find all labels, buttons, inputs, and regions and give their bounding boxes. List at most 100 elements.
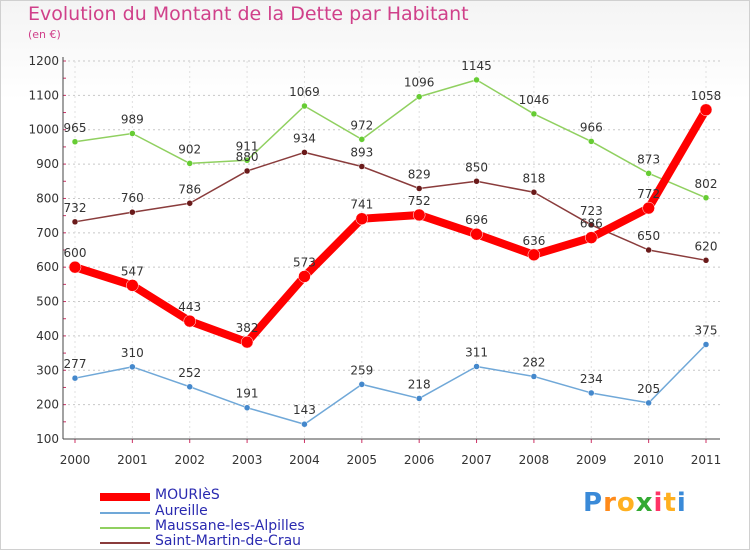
logo-letter: i: [653, 488, 664, 518]
data-point: [585, 231, 598, 244]
x-tick-label: 2005: [347, 453, 378, 467]
data-point: [71, 374, 79, 382]
data-label: 205: [637, 382, 660, 396]
data-point: [645, 399, 652, 407]
data-label: 732: [64, 201, 87, 215]
data-label: 741: [350, 198, 373, 212]
data-point: [301, 149, 308, 156]
data-label: 375: [695, 324, 718, 338]
x-tick-label: 2001: [117, 453, 148, 467]
data-label: 636: [522, 234, 545, 248]
data-point: [358, 163, 366, 170]
data-point: [645, 170, 652, 177]
data-point: [186, 200, 193, 207]
data-label: 573: [293, 255, 316, 269]
logo-letter: x: [635, 488, 654, 518]
data-point: [129, 208, 136, 216]
logo-letter: P: [583, 488, 604, 518]
legend-label: Aureille: [155, 503, 208, 519]
y-tick-label: 900: [36, 157, 59, 171]
data-label: 911: [236, 139, 259, 153]
data-label: 850: [465, 160, 488, 174]
data-point: [126, 279, 139, 292]
data-label: 443: [178, 300, 201, 314]
data-label: 1058: [691, 89, 722, 103]
data-point: [71, 218, 79, 226]
legend-swatch: [100, 542, 150, 544]
data-label: 972: [350, 118, 373, 132]
data-point: [183, 314, 196, 328]
series-line: [74, 343, 707, 425]
data-label: 547: [121, 264, 144, 278]
series-line: [73, 107, 710, 347]
logo-letter: r: [603, 488, 617, 518]
y-tick-label: 200: [36, 398, 59, 412]
data-point: [355, 212, 369, 225]
x-tick-label: 2011: [691, 453, 722, 467]
data-point: [645, 246, 652, 254]
data-label: 620: [695, 239, 718, 253]
y-tick-label: 400: [36, 329, 59, 343]
data-label: 966: [580, 120, 603, 134]
legend-label: Saint-Martin-de-Crau: [155, 533, 302, 549]
logo-letter: i: [676, 488, 687, 518]
data-point: [301, 420, 308, 428]
data-label: 752: [408, 194, 431, 208]
data-point: [415, 93, 423, 100]
data-label: 311: [465, 345, 488, 359]
legend-label: MOURIèS: [155, 487, 220, 503]
data-label: 259: [350, 363, 373, 377]
data-label: 696: [465, 213, 488, 227]
data-label: 760: [121, 191, 144, 205]
data-label: 802: [695, 177, 718, 191]
logo-letter: t: [663, 488, 677, 518]
data-label: 772: [637, 187, 660, 201]
data-point: [298, 270, 311, 283]
y-tick-label: 1200: [28, 54, 59, 68]
data-point: [702, 257, 710, 264]
x-tick-label: 2006: [404, 453, 435, 467]
data-point: [358, 136, 366, 143]
series-line: [74, 151, 707, 262]
data-label: 1069: [289, 85, 320, 99]
data-label: 686: [580, 217, 603, 231]
data-label: 282: [522, 355, 545, 369]
data-point: [358, 381, 366, 388]
legend-swatch: [100, 527, 150, 529]
data-point: [530, 373, 538, 380]
legend-label: Maussane-les-Alpilles: [155, 518, 305, 534]
y-tick-label: 600: [36, 260, 59, 274]
data-point: [68, 260, 82, 274]
y-tick-label: 300: [36, 363, 59, 377]
data-label: 310: [121, 346, 144, 360]
data-label: 786: [178, 182, 201, 196]
x-tick-label: 2003: [232, 453, 263, 467]
data-point: [412, 208, 426, 222]
proxiti-logo: Proxiti: [583, 488, 687, 518]
data-label: 818: [522, 171, 545, 185]
x-tick-label: 2000: [60, 453, 91, 467]
data-label: 829: [408, 167, 431, 181]
data-label: 218: [408, 377, 431, 391]
data-point: [642, 201, 655, 215]
data-point: [702, 341, 710, 348]
data-label: 989: [121, 113, 144, 127]
y-tick-label: 500: [36, 295, 59, 309]
data-label: 1046: [519, 93, 550, 107]
data-label: 902: [178, 142, 201, 156]
data-point: [186, 160, 193, 167]
chart-subtitle: (en €): [28, 28, 61, 41]
x-tick-label: 2004: [289, 453, 320, 467]
series-maussane-les-alpilles: 965 989 902 911 1069 972 1096 1145 1046 966 873 802: [64, 59, 718, 202]
x-tick-label: 2009: [576, 453, 607, 467]
y-tick-label: 100: [36, 432, 59, 446]
series-aureille: 277 310 252 191 143 259 218 311 282 234 205 375: [64, 324, 718, 428]
data-point: [702, 194, 710, 202]
data-label: 382: [236, 321, 259, 335]
data-label: 723: [580, 204, 603, 218]
data-label: 1145: [461, 59, 492, 73]
legend-swatch: [100, 493, 150, 501]
series-line: [74, 79, 707, 199]
data-label: 650: [637, 229, 660, 243]
